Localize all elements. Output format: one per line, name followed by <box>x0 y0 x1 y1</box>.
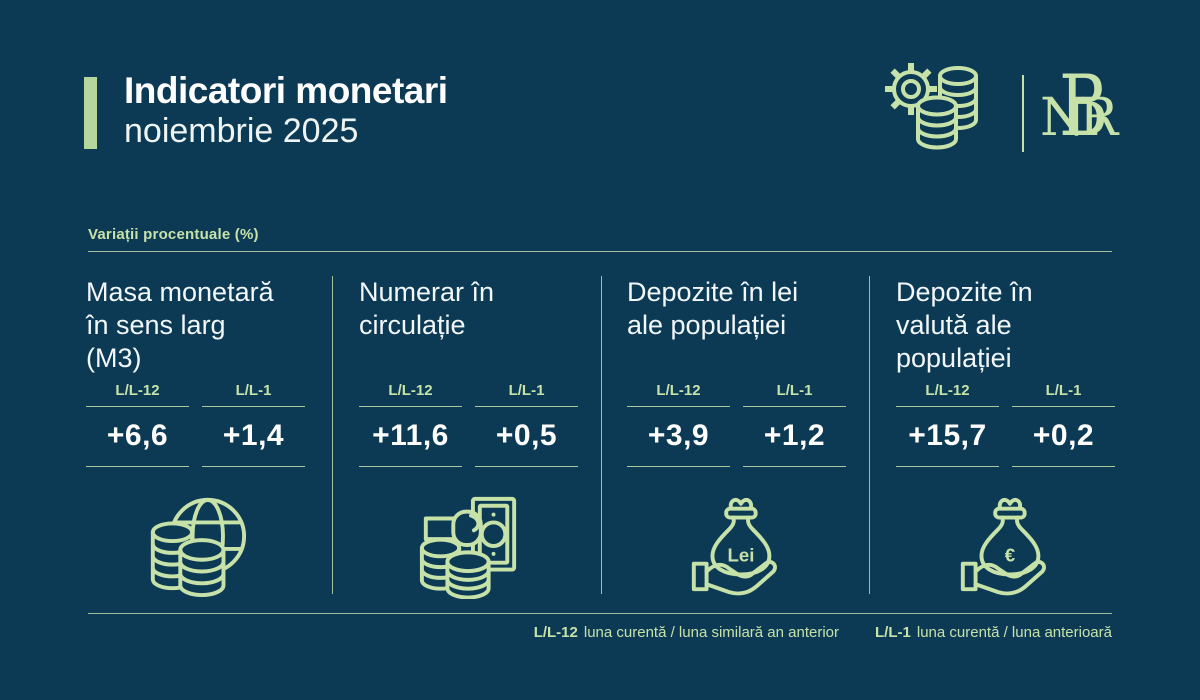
indicator-title: Masa monetară în sens larg (M3) <box>86 277 274 373</box>
indicator-grid: Masa monetară în sens larg (M3) L/L-12 +… <box>86 276 1115 599</box>
stat-value: +15,7 <box>896 407 999 467</box>
money-bag-euro-hand-icon: € <box>960 497 1046 596</box>
stat-ll1: L/L-1 +1,4 <box>202 383 305 467</box>
stat-value: +3,9 <box>627 407 730 467</box>
bnr-logo-letter-n: N <box>1040 88 1086 148</box>
stat-label: L/L-12 <box>896 383 999 407</box>
indicator-title: Numerar în circulație <box>359 277 495 340</box>
legend-term: L/L-12 <box>533 624 578 641</box>
stat-ll1: L/L-1 +0,5 <box>475 383 578 467</box>
stat-value: +1,2 <box>743 407 846 467</box>
stat-value: +6,6 <box>86 407 189 467</box>
column-divider <box>869 276 870 594</box>
indicator-card-numerar: Numerar în circulație L/L-12 +11,6 L/L-1… <box>332 276 601 599</box>
stat-label: L/L-12 <box>86 383 189 407</box>
footer-legend: L/L-12 luna curentă / luna similară an an… <box>534 624 1112 641</box>
stat-ll12: L/L-12 +3,9 <box>627 383 730 467</box>
stat-ll1: L/L-1 +1,2 <box>743 383 846 467</box>
column-divider <box>332 276 333 594</box>
page-subtitle: noiembrie 2025 <box>124 112 359 151</box>
stat-value: +0,2 <box>1012 407 1115 467</box>
stat-ll12: L/L-12 +15,7 <box>896 383 999 467</box>
indicator-title: Depozite în valută ale populației <box>896 277 1033 373</box>
stat-ll12: L/L-12 +6,6 <box>86 383 189 467</box>
stats-row: L/L-12 +11,6 L/L-1 +0,5 <box>359 383 578 467</box>
stats-row: L/L-12 +15,7 L/L-1 +0,2 <box>896 383 1115 467</box>
indicator-card-m3: Masa monetară în sens larg (M3) L/L-12 +… <box>86 276 332 599</box>
legend-term: L/L-1 <box>875 624 911 641</box>
stat-label: L/L-1 <box>1012 383 1115 407</box>
stats-row: L/L-12 +6,6 L/L-1 +1,4 <box>86 383 305 467</box>
hand-banknote-coins-icon <box>419 496 516 599</box>
header: Indicatori monetari noiembrie 2025 <box>124 70 448 151</box>
bnr-logo-letter-b: B <box>1059 57 1109 155</box>
legend-definition: luna curentă / luna similară an anterior <box>583 624 840 641</box>
stats-row: L/L-12 +3,9 L/L-1 +1,2 <box>627 383 846 467</box>
bnr-logo: N B R <box>1040 57 1124 166</box>
legend-definition: luna curentă / luna anterioară <box>916 624 1112 641</box>
stat-label: L/L-1 <box>202 383 305 407</box>
stat-label: L/L-1 <box>475 383 578 407</box>
stat-value: +0,5 <box>475 407 578 467</box>
title-accent-bar <box>84 77 97 149</box>
stat-ll1: L/L-1 +0,2 <box>1012 383 1115 467</box>
stat-ll12: L/L-12 +11,6 <box>359 383 462 467</box>
stat-label: L/L-12 <box>627 383 730 407</box>
page-title: Indicatori monetari <box>124 70 448 111</box>
indicator-card-depozite-valuta: Depozite în valută ale populației L/L-12… <box>869 276 1115 599</box>
legend-item-ll1: L/L-1 luna curentă / luna anterioară <box>875 624 1112 641</box>
indicator-card-depozite-lei: Depozite în lei ale populației L/L-12 +3… <box>601 276 869 599</box>
stat-label: L/L-12 <box>359 383 462 407</box>
section-label: Variații procentuale (%) <box>88 226 259 243</box>
bag-currency-label: € <box>1004 545 1015 566</box>
stat-value: +11,6 <box>359 407 462 467</box>
section-rule <box>88 251 1112 252</box>
column-divider <box>601 276 602 594</box>
stat-label: L/L-1 <box>743 383 846 407</box>
gear-coins-icon <box>885 63 978 150</box>
legend-item-ll12: L/L-12 luna curentă / luna similară an an… <box>534 624 839 641</box>
bag-currency-label: Lei <box>727 545 754 566</box>
indicator-title: Depozite în lei ale populației <box>627 277 799 340</box>
money-bag-lei-hand-icon: Lei <box>691 497 777 596</box>
globe-coins-icon <box>150 497 246 598</box>
header-divider <box>1022 75 1024 152</box>
footer-rule <box>88 613 1112 614</box>
stat-value: +1,4 <box>202 407 305 467</box>
bnr-logo-letter-r: R <box>1079 88 1119 148</box>
